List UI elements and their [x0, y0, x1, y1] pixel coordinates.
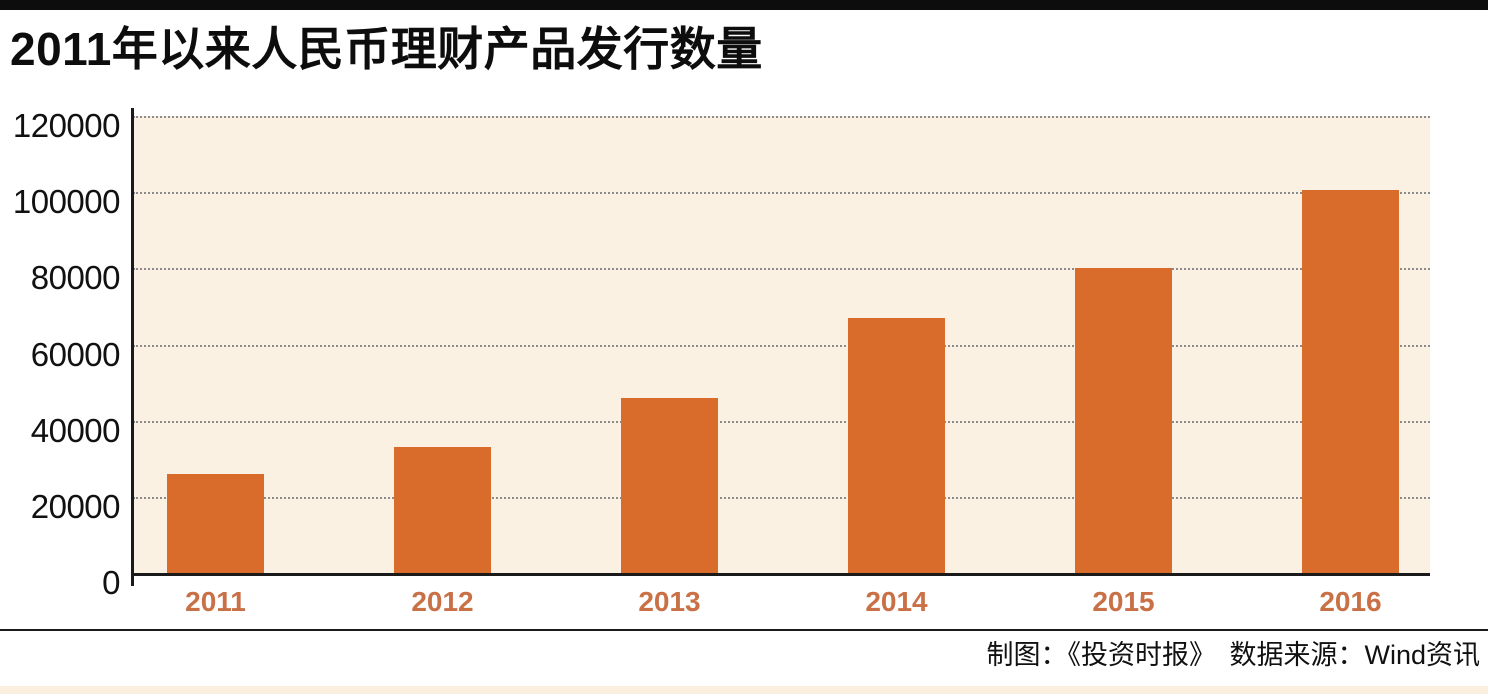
- bar-2015: [1075, 268, 1172, 573]
- y-axis-tick-labels: 0 20000 40000 60000 80000 100000 120000: [0, 107, 121, 601]
- x-tick-label-2014: 2014: [865, 586, 928, 617]
- y-tick-label-60000: 60000: [30, 335, 121, 373]
- top-black-bar: [0, 0, 1488, 10]
- x-tick-label-2012: 2012: [411, 586, 474, 617]
- x-tick-label-2015: 2015: [1092, 586, 1155, 617]
- x-tick-label-2016: 2016: [1319, 586, 1382, 617]
- gridline-20000: [133, 496, 1430, 499]
- x-tick-label-2011: 2011: [185, 586, 246, 617]
- y-tick-label-80000: 80000: [30, 259, 121, 297]
- bar-2011: [167, 473, 264, 573]
- gridline-120000: [133, 116, 1430, 118]
- y-axis-line: [131, 108, 134, 586]
- y-tick-label-100000: 100000: [12, 183, 121, 221]
- gridline-100000: [133, 192, 1430, 195]
- source-credit: 制图：《投资时报》 数据来源：Wind资讯: [986, 640, 1480, 670]
- x-tick-label-2013: 2013: [638, 586, 701, 617]
- chart-title: 2011年以来人民币理财产品发行数量: [10, 23, 763, 75]
- gridline-80000: [133, 268, 1430, 271]
- bar-2014: [848, 317, 945, 573]
- bar-2013: [621, 397, 718, 573]
- y-tick-label-20000: 20000: [30, 487, 121, 525]
- y-tick-label-0: 0: [102, 564, 120, 601]
- x-axis-tick-labels: 2011 2012 2013 2014 2015 2016: [0, 586, 1488, 622]
- y-tick-label-40000: 40000: [30, 411, 121, 449]
- y-tick-label-120000: 120000: [12, 107, 121, 144]
- x-axis-line: [131, 573, 1430, 576]
- bottom-cream-strip: [0, 686, 1488, 694]
- plot-area: [133, 116, 1430, 573]
- bar-2012: [394, 447, 491, 573]
- bar-2016: [1302, 190, 1399, 573]
- gridline-40000: [133, 420, 1430, 423]
- footer-divider-line: [0, 629, 1488, 631]
- gridline-60000: [133, 344, 1430, 347]
